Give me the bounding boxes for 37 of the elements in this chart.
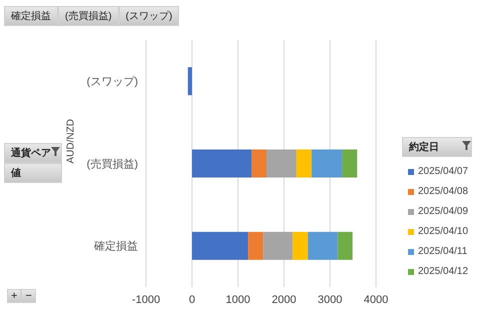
legend-label: 2025/04/09 (417, 206, 470, 217)
bar (342, 150, 358, 178)
text: 通貨ペア (4, 143, 62, 163)
bar (308, 232, 338, 260)
x-tick-label: -1000 (132, 294, 160, 306)
x-tick-label: 3000 (318, 294, 342, 306)
x-tick-label: 2000 (272, 294, 296, 306)
bar (252, 150, 267, 178)
text: 値 (4, 163, 62, 183)
x-tick-label: 0 (188, 294, 196, 306)
text: − (21, 289, 36, 303)
bar (296, 150, 312, 178)
x-tick-label: 4000 (364, 294, 388, 306)
bar (263, 232, 293, 260)
bar (266, 150, 296, 178)
bar (338, 232, 353, 260)
x-tick-label: 1000 (226, 294, 250, 306)
y-tick-label: (スワップ) (86, 75, 138, 88)
legend-label: 2025/04/11 (417, 246, 468, 257)
text: 確定損益 (4, 6, 58, 26)
bar (192, 232, 248, 260)
legend-label: 2025/04/10 (417, 226, 470, 237)
legend-label: 2025/04/12 (417, 266, 470, 277)
bar (312, 150, 342, 178)
text: + (7, 289, 22, 303)
legend-label: 2025/04/08 (417, 186, 470, 197)
legend-title: 約定日 (402, 137, 472, 157)
y-tick-label: 確定損益 (93, 240, 138, 253)
text: (売買損益) (58, 6, 119, 26)
bar (292, 232, 308, 260)
bar (248, 232, 264, 260)
text: (スワップ) (118, 6, 180, 26)
y-axis-title: AUD/NZD (66, 119, 77, 164)
y-tick-label: (売買損益) (86, 157, 138, 170)
legend-label: 2025/04/07 (417, 166, 470, 177)
bar (192, 150, 252, 178)
bar (188, 67, 192, 96)
